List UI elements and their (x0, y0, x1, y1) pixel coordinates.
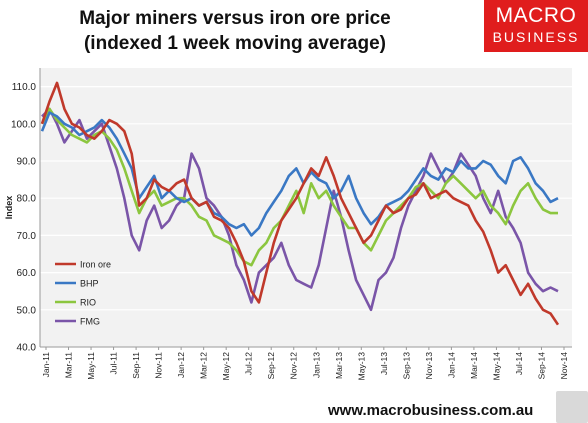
x-tick-label: Nov-14 (559, 352, 569, 380)
x-tick-label: Mar-13 (334, 352, 344, 379)
x-tick-label: Sep-14 (536, 352, 546, 380)
legend-label: Iron ore (80, 260, 111, 270)
y-tick-label: 50.0 (17, 305, 37, 316)
y-tick-label: 90.0 (17, 157, 37, 168)
x-tick-label: Mar-12 (199, 352, 209, 379)
series-line-rio (40, 107, 558, 267)
x-tick-label: Mar-11 (64, 352, 74, 379)
x-tick-label: May-12 (221, 352, 231, 381)
y-tick-label: 40.0 (17, 343, 37, 354)
y-tick-label: 80.0 (17, 194, 37, 205)
x-tick-label: Nov-12 (289, 352, 299, 380)
legend-label: BHP (80, 279, 99, 289)
x-tick-label: May-14 (491, 352, 501, 381)
x-tick-label: May-13 (356, 352, 366, 381)
x-tick-label: Jul-13 (379, 352, 389, 375)
y-tick-label: 60.0 (17, 268, 37, 279)
x-tick-label: Mar-14 (469, 352, 479, 379)
title-line-2: (indexed 1 week moving average) (83, 33, 386, 54)
x-tick-label: Sep-11 (131, 352, 141, 379)
y-axis-label: Index (4, 196, 14, 220)
x-tick-label: May-11 (86, 352, 96, 380)
macrobusiness-logo: MACRO BUSINESS (484, 0, 588, 52)
logo-line-2: BUSINESS (492, 29, 580, 45)
legend-label: RIO (80, 298, 96, 308)
y-tick-label: 100.0 (11, 119, 36, 130)
y-tick-label: 110.0 (12, 82, 37, 93)
y-tick-label: 70.0 (17, 231, 37, 242)
x-tick-label: Sep-13 (401, 352, 411, 380)
logo-line-1: MACRO (495, 4, 577, 27)
x-tick-label: Jan-11 (41, 352, 51, 378)
series-line-iron-ore (40, 81, 560, 326)
x-tick-label: Jan-14 (446, 352, 456, 378)
x-tick-label: Nov-13 (424, 352, 434, 380)
title-line-1: Major miners versus iron ore price (79, 8, 391, 29)
line-chart: 40.0 50.0 60.0 70.0 80.0 90.0 100.0 110.0 Index J… (4, 68, 572, 381)
x-tick-label: Jul-12 (244, 352, 254, 375)
series-line-bhp (40, 111, 559, 237)
x-tick-label: Jul-11 (109, 352, 119, 375)
x-tick-label: Jan-13 (311, 352, 321, 378)
wolf-logo-icon (556, 391, 588, 423)
x-tick-label: Jul-14 (514, 352, 524, 375)
x-tick-label: Nov-11 (154, 352, 164, 379)
x-tick-label: Jan-12 (176, 352, 186, 378)
series-line-fmg (41, 107, 559, 312)
legend-label: FMG (80, 317, 100, 327)
footer-url[interactable]: www.macrobusiness.com.au (328, 402, 534, 419)
chart-title: Major miners versus iron ore price (inde… (0, 6, 470, 56)
x-tick-label: Sep-12 (266, 352, 276, 380)
